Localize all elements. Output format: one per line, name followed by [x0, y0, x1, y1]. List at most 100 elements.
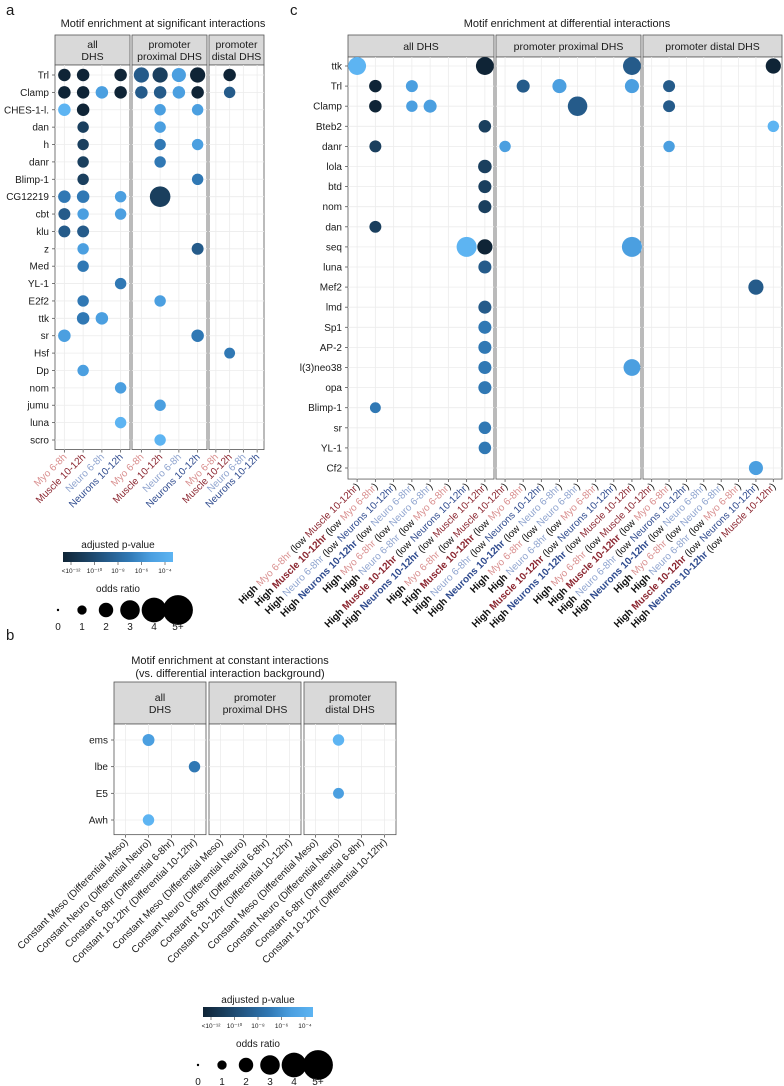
facet-label: proximal DHS: [223, 704, 288, 716]
legend-odds-circle: [56, 608, 60, 612]
panel-b: b Motif enrichment at constant interactio…: [6, 627, 397, 966]
data-point: [191, 329, 204, 342]
facet-label: promoter: [329, 692, 372, 704]
facet-strip: [303, 681, 397, 725]
y-tick-label: lbe: [95, 762, 109, 773]
panel-a: a Motif enrichment at significant interac…: [4, 2, 266, 510]
x-tick-label-part: ): [627, 481, 637, 491]
x-tick-label-part: ): [443, 481, 453, 491]
legend-odds-circle: [238, 1057, 254, 1073]
y-tick-label: scro: [30, 436, 49, 447]
data-point: [478, 441, 492, 455]
facet-strip: [113, 681, 207, 725]
data-point: [478, 120, 492, 133]
legend-pvalue-tick: 10⁻⁸: [111, 568, 125, 575]
facet-box: [113, 723, 207, 836]
data-point: [478, 159, 492, 174]
data-point: [663, 100, 676, 113]
data-point: [58, 208, 71, 221]
x-tick-label-part: ): [518, 481, 528, 491]
data-point: [552, 79, 567, 94]
panel-title: Motif enrichment at significant interact…: [61, 18, 266, 30]
legend-odds-circle: [141, 597, 167, 623]
data-point: [154, 156, 166, 168]
data-point: [77, 295, 89, 307]
data-point: [478, 360, 492, 375]
data-point: [369, 402, 381, 414]
data-point: [478, 180, 492, 194]
facet-box: [303, 723, 397, 836]
legend-pvalue-tick: 10⁻⁸: [251, 1023, 265, 1030]
data-point: [516, 79, 530, 93]
legend-odds-circle: [303, 1050, 333, 1080]
data-point: [133, 67, 149, 83]
y-tick-label: AP-2: [320, 343, 343, 354]
data-point: [172, 86, 186, 99]
data-point: [478, 381, 492, 395]
facet-label: promoter: [148, 39, 191, 51]
data-point: [95, 312, 109, 325]
legend-pvalue-tick: <10⁻¹²: [202, 1023, 222, 1030]
x-tick-label-part: ): [425, 481, 435, 491]
x-tick-label-part: ): [591, 481, 601, 491]
x-tick-label-part: ): [768, 481, 778, 491]
x-tick-label-part: ): [681, 481, 691, 491]
x-tick-label-part: ): [647, 481, 657, 491]
y-tick-label: CG12219: [6, 192, 49, 203]
data-point: [154, 434, 166, 446]
y-tick-label: Clamp: [313, 102, 342, 113]
facet-label: proximal DHS: [137, 51, 202, 63]
y-tick-label: luna: [323, 263, 342, 274]
data-point: [77, 208, 89, 220]
data-point: [478, 260, 492, 274]
data-point: [567, 96, 588, 116]
legend-odds-title: odds ratio: [96, 584, 140, 595]
facet-label: promoter proximal DHS: [514, 41, 624, 53]
data-point: [369, 79, 382, 93]
facet-1: promoter proximal DHS: [495, 34, 642, 483]
data-point: [748, 279, 764, 295]
facet-label: promoter: [215, 39, 258, 51]
data-point: [191, 242, 204, 255]
legend-pvalue-tick: 10⁻⁴: [158, 568, 172, 575]
legend-odds-circle: [196, 1063, 200, 1067]
legend-pvalue-tick: 10⁻⁴: [298, 1023, 312, 1030]
x-tick-label-part: ): [609, 481, 619, 491]
data-point: [478, 200, 492, 214]
data-point: [77, 138, 89, 151]
facet-box: [208, 723, 302, 836]
legend-odds-tick: 1: [219, 1077, 225, 1086]
y-tick-label: Hsf: [34, 349, 49, 360]
data-point: [114, 68, 127, 82]
data-point: [477, 239, 493, 255]
y-tick-label: Cf2: [326, 464, 342, 475]
data-point: [154, 138, 166, 151]
data-point: [154, 121, 166, 133]
data-point: [223, 86, 236, 99]
y-tick-label: btd: [328, 182, 342, 193]
data-point: [369, 140, 382, 153]
legend-odds-tick: 0: [55, 622, 61, 633]
data-point: [333, 787, 344, 799]
data-point: [58, 225, 71, 238]
y-tick-label: Sp1: [324, 323, 342, 334]
legend-odds-circle: [120, 600, 140, 620]
panel-letter: c: [290, 2, 298, 19]
data-point: [114, 382, 127, 394]
legend-odds-tick: 4: [151, 622, 157, 633]
legend-pvalue-tick: 10⁻⁶: [135, 568, 149, 575]
y-tick-label: nom: [30, 383, 49, 394]
y-tick-label: danr: [29, 157, 50, 168]
y-tick-label: dan: [325, 222, 342, 233]
data-point: [77, 225, 90, 238]
y-tick-label: z: [44, 244, 49, 255]
data-point: [191, 173, 204, 185]
y-tick-label: sr: [334, 423, 343, 434]
facet-label: all: [155, 692, 166, 704]
data-point: [154, 295, 166, 307]
y-tick-label: danr: [322, 142, 343, 153]
data-point: [478, 340, 492, 354]
data-point: [58, 190, 71, 203]
